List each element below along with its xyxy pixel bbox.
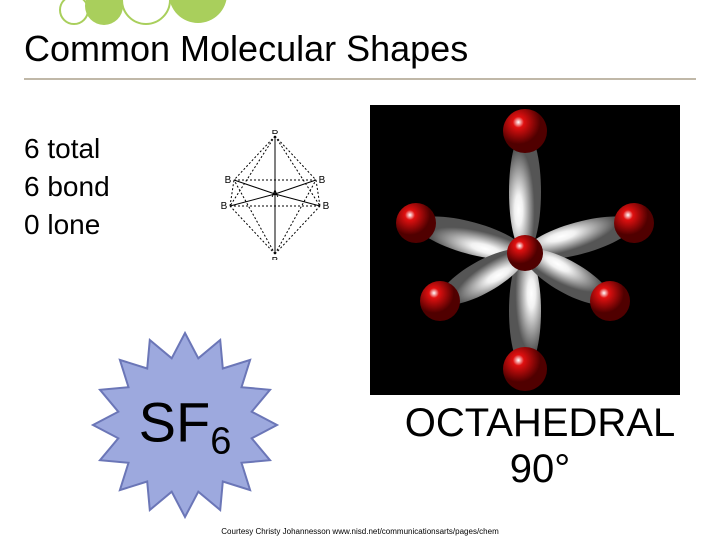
svg-text:B: B xyxy=(323,201,330,212)
shape-name: OCTAHEDRAL xyxy=(370,400,710,446)
shape-angle: 90° xyxy=(370,446,710,492)
render-svg xyxy=(370,105,680,395)
octahedral-3d-render xyxy=(370,105,680,395)
svg-text:B: B xyxy=(225,175,232,186)
octahedral-wireframe: A B B B B B B xyxy=(220,130,330,260)
svg-text:B: B xyxy=(319,175,326,186)
formula-label: SF6 xyxy=(139,389,232,454)
electron-counts: 6 total 6 bond 0 lone xyxy=(24,130,110,243)
page-title: Common Molecular Shapes xyxy=(24,28,468,70)
formula-base: SF xyxy=(139,390,211,453)
svg-text:B: B xyxy=(221,201,228,212)
svg-text:B: B xyxy=(272,256,279,260)
svg-text:B: B xyxy=(272,130,279,137)
formula-starburst: SF6 xyxy=(90,330,280,520)
count-bond: 6 bond xyxy=(24,168,110,206)
credit-line: Courtesy Christy Johannesson www.nisd.ne… xyxy=(0,527,720,536)
shape-name-block: OCTAHEDRAL 90° xyxy=(370,400,710,492)
count-total: 6 total xyxy=(24,130,110,168)
count-lone: 0 lone xyxy=(24,206,110,244)
title-underline xyxy=(24,78,696,80)
formula-sub: 6 xyxy=(210,420,231,462)
wireframe-svg: A B B B B B B xyxy=(220,130,330,260)
svg-text:A: A xyxy=(272,189,279,200)
